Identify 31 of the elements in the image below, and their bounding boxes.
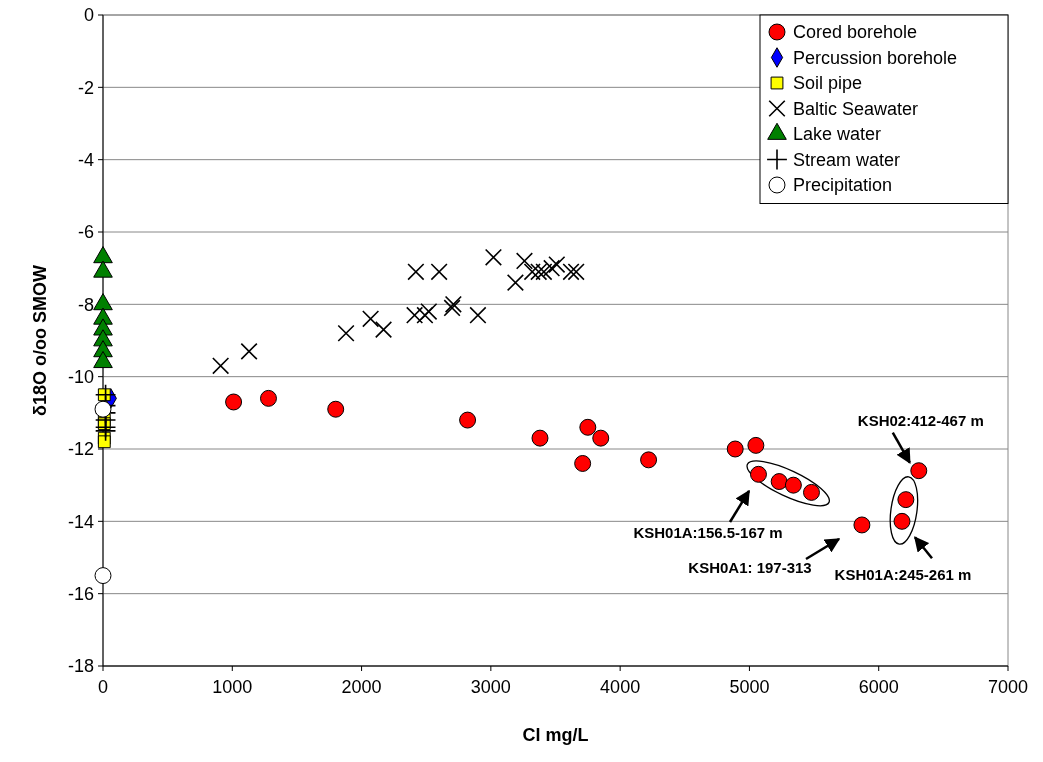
x-tick-label: 3000 [470,677,511,697]
legend-label: Cored borehole [793,22,918,43]
x-tick-label: 4000 [600,677,641,697]
annotation: KSH02:412-467 m [857,411,984,429]
annotation: KSH0A1: 197-313 [688,559,812,576]
y-tick-label: -4 [77,149,94,170]
y-tick-label: -14 [67,511,94,532]
legend-label: Percussion borehole [793,47,958,68]
legend-label: Stream water [793,149,901,170]
y-tick-label: -18 [67,656,94,677]
x-tick-label: 7000 [987,677,1029,697]
x-tick-label: 0 [97,677,109,697]
y-tick-label: -2 [77,77,94,98]
y-tick-label: -16 [67,583,94,604]
x-tick-label: 6000 [858,677,899,697]
annotation: KSH01A:245-261 m [834,566,972,584]
y-axis-title: δ18O o/oo SMOW [30,265,50,416]
x-axis-title: Cl mg/L [522,725,589,745]
y-tick-label: -8 [77,294,94,315]
legend-label: Baltic Seawater [793,98,919,119]
x-tick-label: 5000 [729,677,770,697]
legend-label: Lake water [793,124,882,145]
legend-label: Precipitation [793,175,893,196]
y-tick-label: 0 [83,5,94,26]
x-tick-label: 2000 [341,677,382,697]
legend-label: Soil pipe [793,73,863,94]
annotation: KSH01A:156.5-167 m [633,524,783,541]
y-tick-label: -12 [67,439,94,460]
y-tick-label: -10 [67,366,94,387]
x-tick-label: 1000 [212,677,253,697]
y-tick-label: -6 [77,222,94,243]
